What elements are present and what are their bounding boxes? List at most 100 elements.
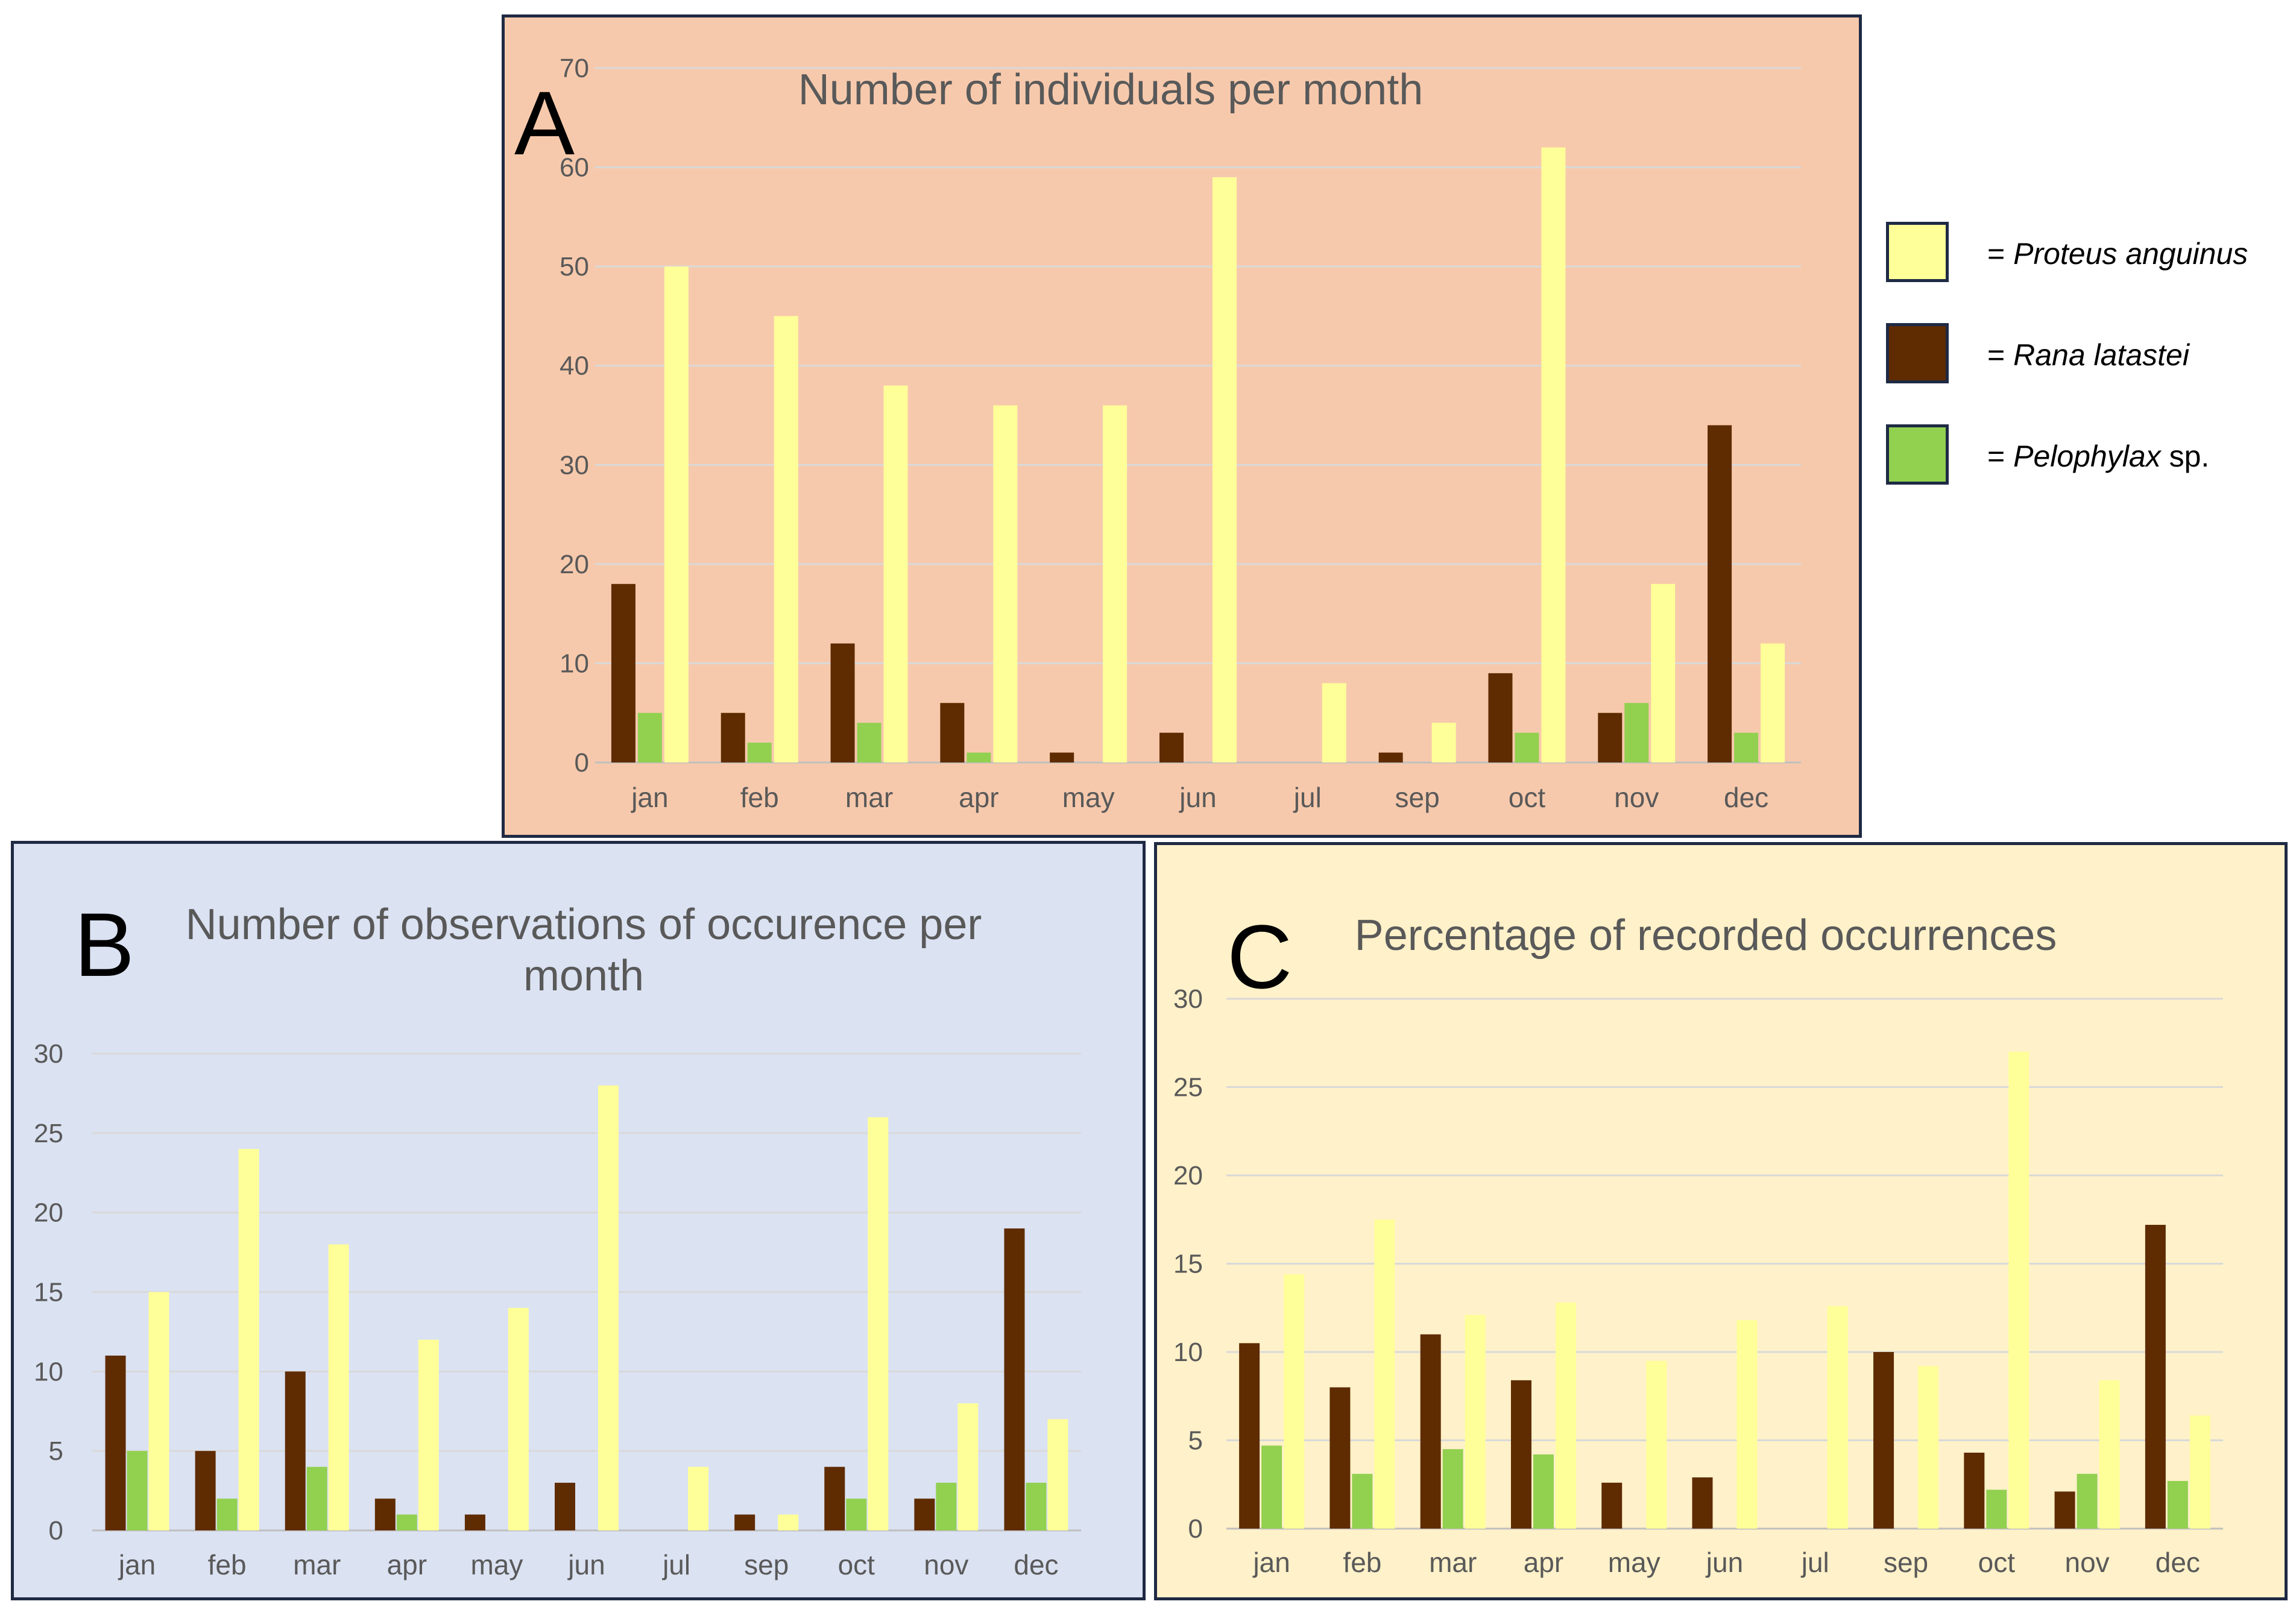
chart-b-bar-proteus-oct xyxy=(868,1117,889,1530)
chart-a-bar-proteus-may xyxy=(1103,405,1128,762)
chart-c-bar-proteus-oct xyxy=(2008,1051,2030,1529)
chart-a-bar-pelophylax-apr xyxy=(967,752,991,762)
chart-c-bar-rana-mar xyxy=(1420,1334,1441,1529)
chart-b-xtick-label: mar xyxy=(293,1549,341,1580)
panel-letter-a: A xyxy=(514,72,575,174)
chart-c-ytick-label: 20 xyxy=(1173,1161,1203,1190)
chart-b-bar-proteus-jul xyxy=(688,1467,709,1530)
chart-b-plot: 0 5 10 15 20 25 30 jan feb mar apr may jun jul sep oct n… xyxy=(34,1039,1081,1580)
chart-c-bar-proteus-apr xyxy=(1555,1302,1576,1529)
chart-c-bar-rana-sep xyxy=(1873,1352,1894,1529)
chart-a-bar-rana-may xyxy=(1050,752,1074,762)
chart-b-bar-rana-dec xyxy=(1004,1228,1025,1530)
chart-c-bar-pelophylax-mar xyxy=(1442,1449,1463,1529)
chart-b-bar-rana-jan xyxy=(105,1355,126,1530)
chart-b-bar-rana-jun xyxy=(555,1482,575,1530)
chart-a-bar-pelophylax-jan xyxy=(637,712,662,762)
chart-b-ytick-label: 20 xyxy=(34,1198,63,1228)
chart-c-bar-proteus-mar xyxy=(1465,1315,1486,1529)
chart-a-bar-pelophylax-nov xyxy=(1624,703,1649,762)
legend-label-proteus: Proteus anguinus xyxy=(2013,237,2248,271)
chart-c-xtick-label: apr xyxy=(1524,1547,1563,1578)
chart-c-ytick-label: 0 xyxy=(1188,1514,1203,1544)
legend-item-pelophylax: = Pelophylax sp. xyxy=(1886,424,2284,485)
chart-a-bar-proteus-dec xyxy=(1761,643,1785,762)
chart-panel-a: 0 10 20 30 40 50 60 70 jan feb mar apr may jun jul sep o… xyxy=(502,14,1862,838)
chart-panel-c: 0 5 10 15 20 25 30 jan feb mar apr may jun jul sep oct n… xyxy=(1154,842,2288,1600)
chart-c-bar-rana-nov xyxy=(2054,1491,2075,1529)
chart-a-xtick-label: may xyxy=(1062,782,1115,813)
chart-c-bar-proteus-nov xyxy=(2099,1380,2120,1529)
chart-a-xtick-label: dec xyxy=(1724,782,1768,813)
chart-a-xtick-label: apr xyxy=(959,782,998,813)
chart-a-bar-proteus-jan xyxy=(664,266,689,763)
chart-c-bar-proteus-jan xyxy=(1284,1274,1305,1529)
chart-b-bar-proteus-feb xyxy=(238,1149,259,1530)
chart-c-xtick-label: oct xyxy=(1978,1547,2016,1578)
chart-b-title: Number of observations of occurence per … xyxy=(185,901,982,1000)
legend-label-pelophylax-suffix: sp. xyxy=(2169,439,2210,473)
legend-label-pelophylax: Pelophylax xyxy=(2013,439,2161,473)
chart-c-bar-pelophylax-jan xyxy=(1261,1445,1282,1529)
legend: = Proteus anguinus = Rana latastei = Pel… xyxy=(1886,222,2284,499)
chart-c-xtick-label: dec xyxy=(2156,1547,2200,1578)
legend-swatch-rana xyxy=(1886,323,1949,383)
chart-b-bar-pelophylax-mar xyxy=(306,1467,327,1530)
chart-b-bar-rana-mar xyxy=(285,1371,306,1530)
legend-equals: = xyxy=(1987,439,2005,473)
chart-a-bar-proteus-sep xyxy=(1431,723,1456,762)
chart-a-bar-rana-dec xyxy=(1708,425,1732,762)
chart-c-bar-proteus-may xyxy=(1646,1360,1667,1529)
chart-a-ytick-label: 70 xyxy=(560,54,589,83)
legend-swatch-proteus xyxy=(1886,222,1949,282)
legend-item-rana: = Rana latastei xyxy=(1886,323,2284,383)
chart-b-ytick-label: 0 xyxy=(49,1516,63,1545)
chart-b-bar-rana-apr xyxy=(374,1498,396,1530)
chart-c-xtick-label: mar xyxy=(1429,1547,1477,1578)
chart-c-xtick-label: may xyxy=(1608,1547,1660,1578)
chart-c-bar-pelophylax-apr xyxy=(1533,1454,1554,1529)
chart-b-bar-proteus-apr xyxy=(418,1339,439,1530)
chart-b-xtick-label: feb xyxy=(208,1549,247,1580)
panel-letter-c: C xyxy=(1227,906,1293,1007)
chart-a-xtick-label: sep xyxy=(1395,782,1440,813)
chart-c-bar-rana-apr xyxy=(1510,1380,1531,1529)
chart-a-ytick-label: 10 xyxy=(560,649,589,678)
chart-b-bar-proteus-jan xyxy=(148,1292,169,1530)
chart-c-xtick-label: feb xyxy=(1343,1547,1381,1578)
chart-a-bar-proteus-jul xyxy=(1322,683,1346,762)
chart-c-bar-rana-oct xyxy=(1964,1453,1985,1529)
chart-c-bar-pelophylax-nov xyxy=(2077,1474,2098,1529)
chart-c-bar-rana-jun xyxy=(1692,1477,1713,1529)
chart-a-bar-pelophylax-feb xyxy=(747,743,772,762)
chart-b-bar-proteus-mar xyxy=(328,1244,349,1530)
chart-a-bar-pelophylax-mar xyxy=(857,723,882,762)
chart-b-xtick-label: oct xyxy=(838,1549,875,1580)
chart-a-bar-rana-apr xyxy=(940,703,965,762)
chart-a-bar-rana-jan xyxy=(611,583,636,762)
chart-b-bar-pelophylax-feb xyxy=(216,1498,238,1530)
chart-c-bar-pelophylax-oct xyxy=(1986,1489,2007,1529)
chart-c-bar-proteus-jul xyxy=(1827,1306,1848,1529)
chart-a-bar-pelophylax-oct xyxy=(1515,732,1539,762)
chart-a-xtick-label: oct xyxy=(1509,782,1546,813)
chart-b-bar-pelophylax-oct xyxy=(846,1498,867,1530)
chart-c-bar-proteus-feb xyxy=(1374,1219,1395,1529)
chart-b-bar-proteus-nov xyxy=(957,1403,979,1530)
chart-c-ytick-label: 5 xyxy=(1188,1426,1203,1456)
chart-a-bar-proteus-jun xyxy=(1213,177,1237,762)
legend-item-proteus: = Proteus anguinus xyxy=(1886,222,2284,282)
legend-swatch-pelophylax xyxy=(1886,424,1949,485)
chart-b-bar-rana-may xyxy=(464,1514,485,1530)
chart-c-bar-rana-jan xyxy=(1239,1343,1260,1529)
chart-c-bar-rana-dec xyxy=(2145,1225,2166,1529)
chart-b-bar-pelophylax-jan xyxy=(127,1451,148,1530)
chart-c-xtick-label: sep xyxy=(1884,1547,1928,1578)
chart-a-ytick-label: 20 xyxy=(560,550,589,579)
chart-b-ytick-label: 30 xyxy=(34,1039,63,1069)
chart-b-xtick-label: jun xyxy=(567,1549,605,1580)
chart-a-xtick-label: mar xyxy=(845,782,893,813)
chart-a-xtick-label: nov xyxy=(1614,782,1659,813)
chart-b-xtick-label: sep xyxy=(744,1549,789,1580)
chart-a-bar-rana-feb xyxy=(721,712,745,762)
